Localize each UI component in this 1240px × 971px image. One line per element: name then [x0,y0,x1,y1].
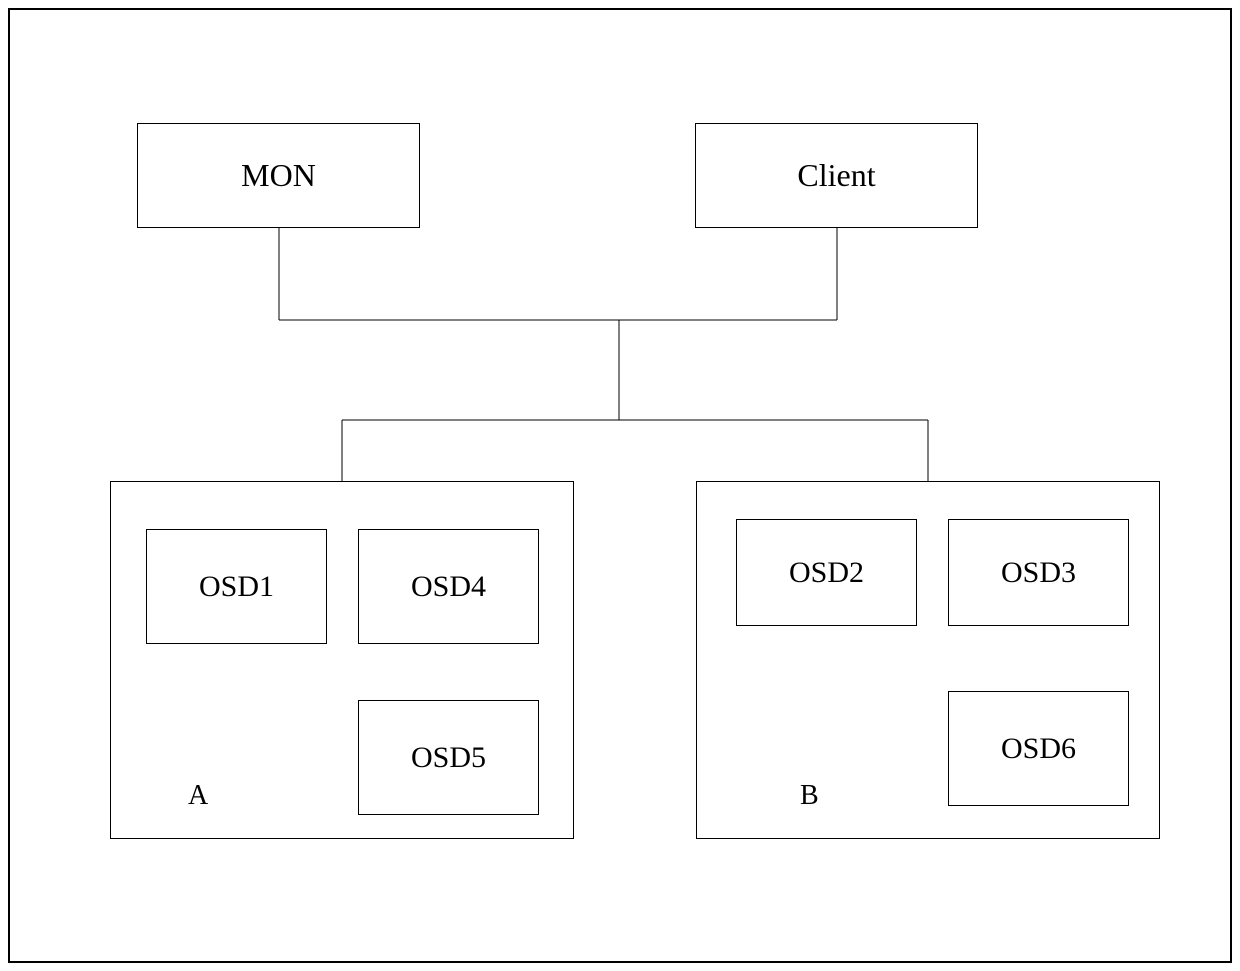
diagram-canvas: MON Client A OSD1 OSD4 OSD5 B OSD2 OSD3 … [0,0,1240,971]
client-label: Client [797,157,875,194]
container-a-label: A [188,780,208,812]
client-box: Client [695,123,978,228]
osd1-label: OSD1 [199,570,274,604]
mon-box: MON [137,123,420,228]
osd3-label: OSD3 [1001,556,1076,590]
osd4-box: OSD4 [358,529,539,644]
osd5-box: OSD5 [358,700,539,815]
osd6-label: OSD6 [1001,732,1076,766]
mon-label: MON [241,157,316,194]
container-b-label: B [800,780,819,812]
osd2-box: OSD2 [736,519,917,626]
osd1-box: OSD1 [146,529,327,644]
osd6-box: OSD6 [948,691,1129,806]
osd3-box: OSD3 [948,519,1129,626]
osd2-label: OSD2 [789,556,864,590]
osd5-label: OSD5 [411,741,486,775]
osd4-label: OSD4 [411,570,486,604]
